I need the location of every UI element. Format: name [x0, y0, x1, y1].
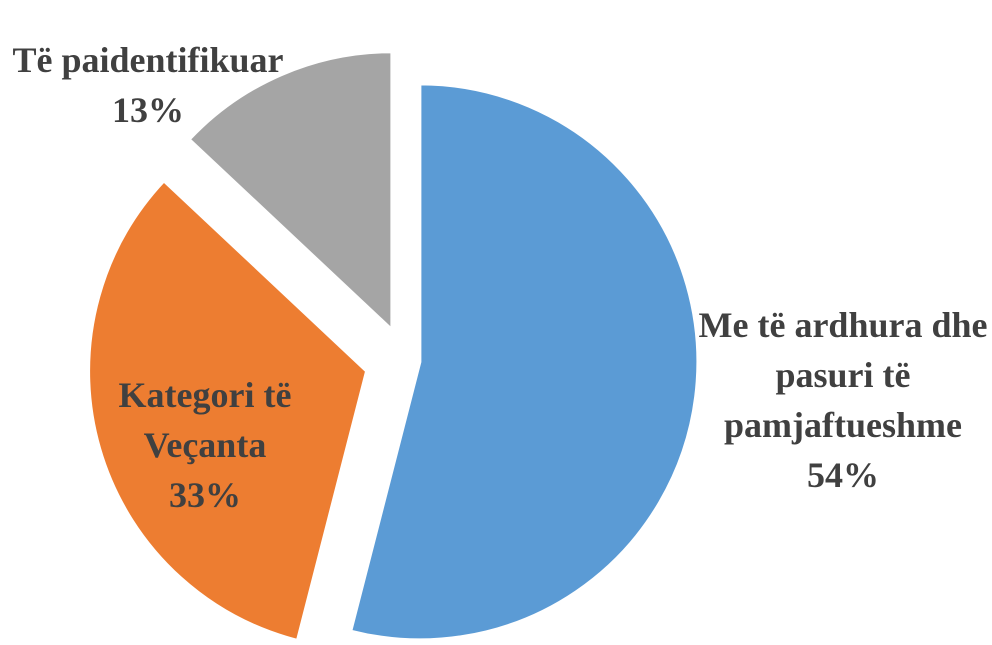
slice-percent: 33% — [169, 475, 241, 515]
slice-label: Të paidentifikuar 13% — [0, 35, 298, 135]
slice-percent: 54% — [807, 455, 879, 495]
pie-slice — [87, 178, 369, 643]
slice-name: Të paidentifikuar — [12, 40, 284, 80]
pie-slice — [187, 50, 394, 334]
slice-label: Kategori të Veçanta 33% — [90, 370, 320, 520]
pie-slice — [348, 82, 700, 642]
slice-name: Kategori të Veçanta — [118, 375, 292, 465]
slice-label: Me të ardhura dhe pasuri të pamjaftueshm… — [693, 300, 992, 500]
slice-name: Me të ardhura dhe pasuri të pamjaftueshm… — [698, 305, 988, 445]
slice-percent: 13% — [112, 90, 184, 130]
